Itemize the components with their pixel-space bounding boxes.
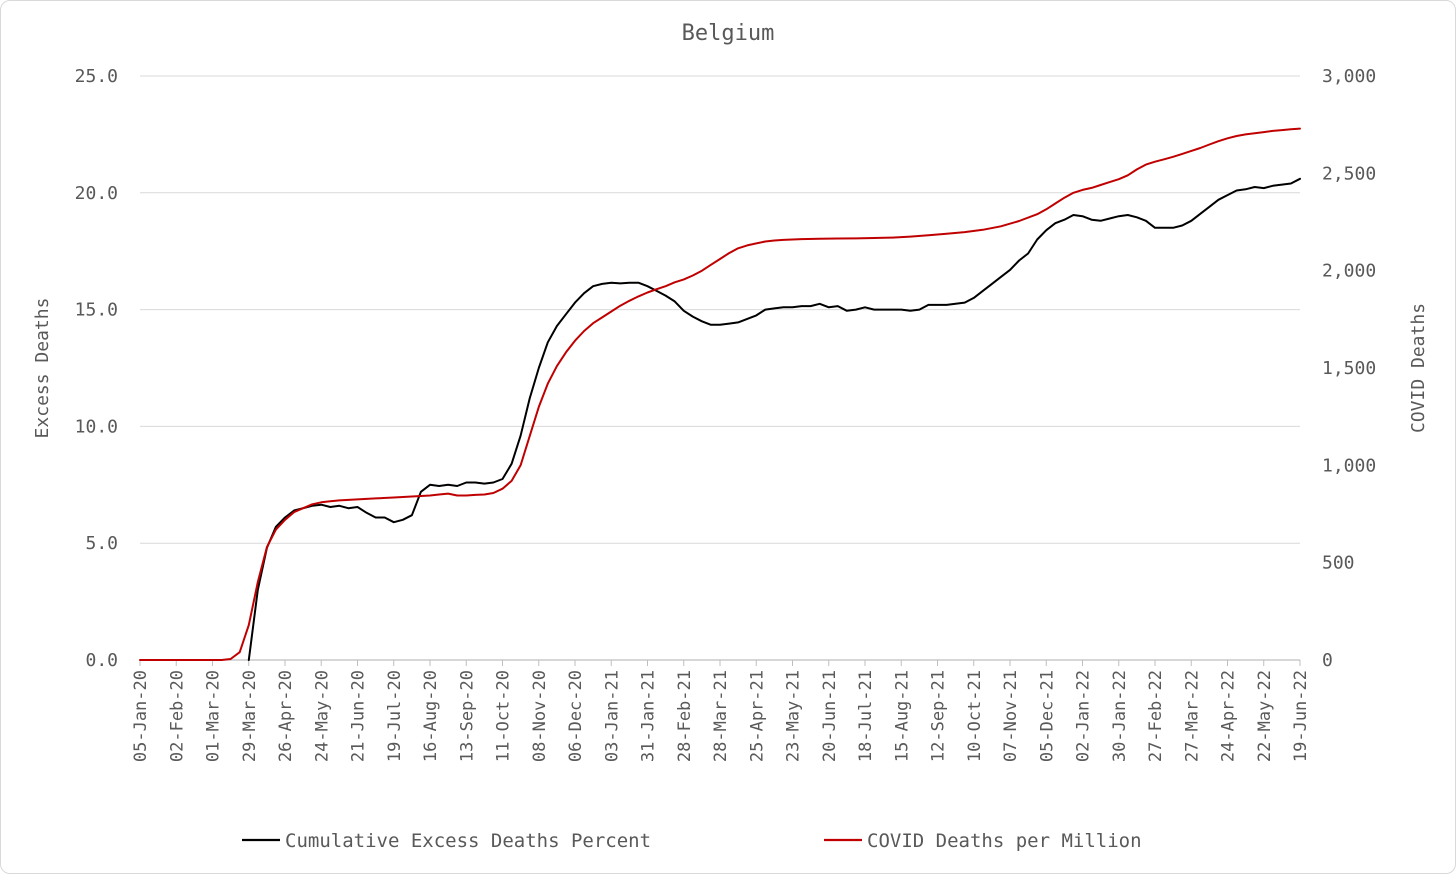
x-tick-label: 23-May-21	[784, 670, 804, 762]
x-tick-label: 05-Jan-20	[131, 670, 151, 762]
legend-label: COVID Deaths per Million	[867, 830, 1142, 852]
x-tick-label: 20-Jun-21	[820, 670, 840, 762]
y-tick-label: 25.0	[75, 66, 118, 87]
x-tick-label: 19-Jun-22	[1291, 670, 1311, 762]
y2-tick-label: 0	[1322, 650, 1333, 671]
x-tick-label: 27-Mar-22	[1182, 670, 1202, 762]
x-tick-label: 06-Dec-20	[566, 670, 586, 762]
x-tick-label: 29-Mar-20	[240, 670, 260, 762]
x-tick-label: 25-Apr-21	[747, 670, 767, 762]
y-axis-title: Excess Deaths	[32, 298, 53, 439]
y2-tick-label: 1,000	[1322, 455, 1376, 476]
left-axis-ticks: 0.0 5.0 10.0 15.0 20.0 25.0	[75, 66, 118, 671]
x-tick-label: 22-May-22	[1255, 670, 1275, 762]
series-line-1	[139, 127, 1301, 661]
y2-tick-label: 3,000	[1322, 66, 1376, 87]
series-line-0	[247, 177, 1301, 661]
x-tick-label: 18-Jul-21	[856, 670, 876, 762]
x-tick-label: 26-Apr-20	[276, 670, 296, 762]
x-tick-label: 27-Feb-22	[1146, 670, 1166, 762]
legend: Cumulative Excess Deaths Percent COVID De…	[242, 830, 1142, 852]
y-tick-label: 15.0	[75, 300, 118, 321]
series-group	[139, 127, 1301, 661]
x-tick-label: 15-Aug-21	[892, 670, 912, 762]
x-tick-label: 30-Jan-22	[1110, 670, 1130, 762]
x-tick-label: 19-Jul-20	[385, 670, 405, 762]
x-tick-label: 11-Oct-20	[494, 670, 514, 762]
y2-tick-label: 1,500	[1322, 358, 1376, 379]
x-tick-label: 31-Jan-21	[639, 670, 659, 762]
y-tick-label: 0.0	[85, 650, 118, 671]
y2-tick-label: 2,500	[1322, 163, 1376, 184]
x-tick-label: 21-Jun-20	[349, 670, 369, 762]
gridlines	[140, 75, 1300, 661]
x-tick-label: 05-Dec-21	[1037, 670, 1057, 762]
x-tick-label: 24-May-20	[312, 670, 332, 762]
x-tick-label: 01-Mar-20	[204, 670, 224, 762]
x-tick-label: 07-Nov-21	[1001, 670, 1021, 762]
x-tick-label: 16-Aug-20	[421, 670, 441, 762]
x-axis: 05-Jan-20 02-Feb-20 01-Mar-20 29-Mar-20 26-A…	[131, 659, 1311, 762]
x-tick-label: 28-Feb-21	[675, 670, 695, 762]
y2-tick-label: 500	[1322, 553, 1355, 574]
x-tick-label: 24-Apr-22	[1219, 670, 1239, 762]
x-tick-label: 28-Mar-21	[711, 670, 731, 762]
x-tick-label: 13-Sep-20	[457, 670, 477, 762]
x-tick-label: 10-Oct-21	[965, 670, 985, 762]
legend-label: Cumulative Excess Deaths Percent	[285, 830, 651, 852]
y2-axis-title: COVID Deaths	[1408, 303, 1429, 433]
x-tick-label: 08-Nov-20	[530, 670, 550, 762]
x-tick-label: 12-Sep-21	[929, 670, 949, 762]
y-tick-label: 5.0	[85, 533, 118, 554]
x-tick-label: 02-Feb-20	[167, 670, 187, 762]
y-tick-label: 10.0	[75, 416, 118, 437]
chart-title: Belgium	[682, 21, 775, 46]
x-tick-label: 03-Jan-21	[602, 670, 622, 762]
right-axis-ticks: 0 500 1,000 1,500 2,000 2,500 3,000	[1322, 66, 1376, 671]
y-tick-label: 20.0	[75, 183, 118, 204]
y2-tick-label: 2,000	[1322, 261, 1376, 282]
x-tick-label: 02-Jan-22	[1074, 670, 1094, 762]
